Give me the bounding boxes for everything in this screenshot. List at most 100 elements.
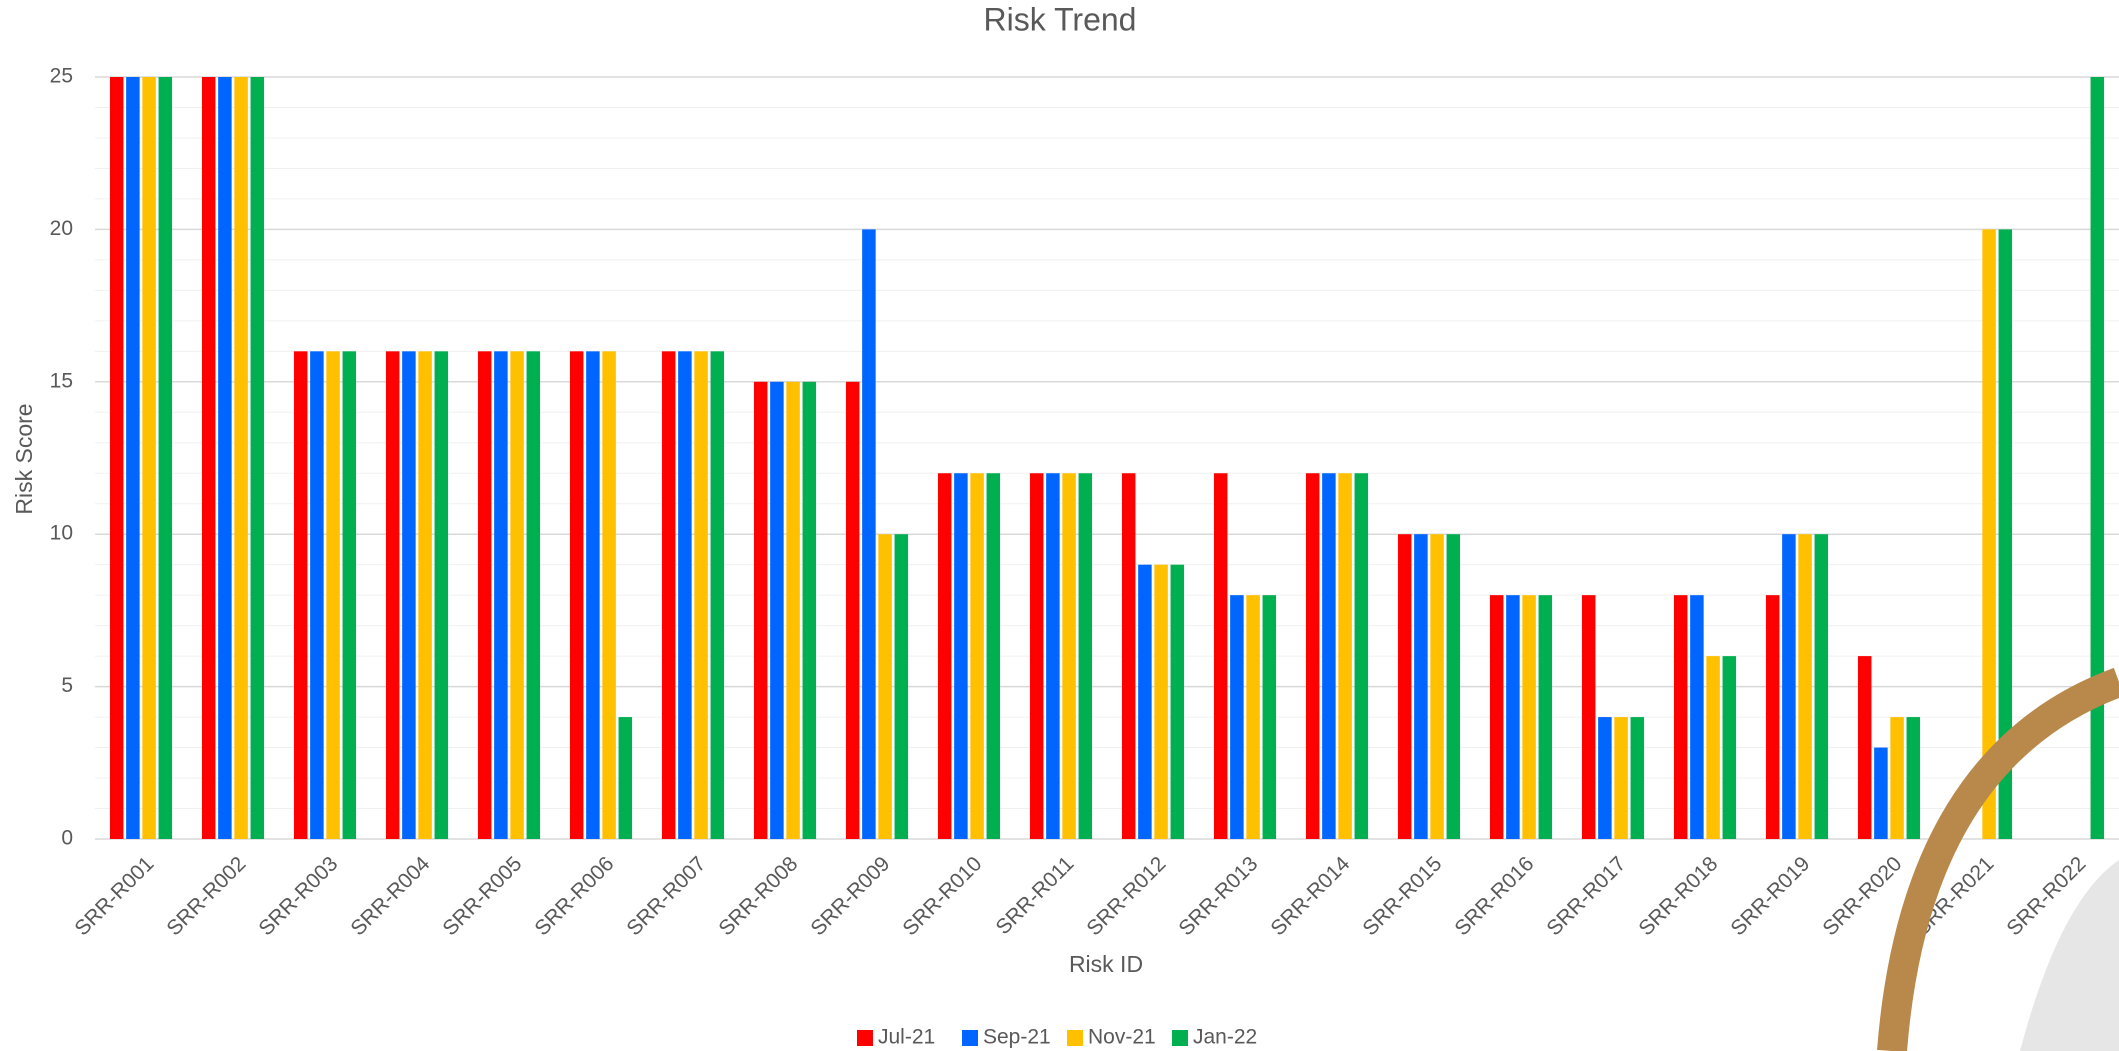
y-tick-label: 5 — [61, 674, 73, 697]
bar — [1170, 564, 1185, 839]
bar — [158, 77, 173, 839]
bar — [802, 381, 817, 839]
x-tick-label: SRR-R010 — [898, 852, 986, 940]
bar — [1614, 717, 1628, 839]
bar — [786, 381, 800, 839]
bar — [1338, 473, 1352, 839]
bar — [678, 351, 692, 839]
legend-swatch — [962, 1030, 978, 1046]
bar — [434, 351, 449, 839]
bar — [250, 77, 265, 839]
bar — [1230, 595, 1244, 839]
bar — [1798, 534, 1812, 839]
x-tick-label: SRR-R012 — [1082, 852, 1170, 940]
bar — [569, 351, 584, 839]
bar — [1029, 473, 1044, 839]
y-tick-label: 25 — [50, 65, 73, 88]
bar — [862, 229, 876, 839]
bar — [2090, 77, 2105, 839]
bar — [1305, 473, 1320, 839]
bar — [385, 351, 400, 839]
x-tick-label: SRR-R015 — [1358, 852, 1446, 940]
bar — [1706, 656, 1720, 839]
bar — [293, 351, 308, 839]
x-tick-label: SRR-R001 — [70, 852, 158, 940]
legend-label: Jul-21 — [878, 1026, 935, 1049]
x-tick-label: SRR-R004 — [346, 852, 434, 940]
bar — [1078, 473, 1093, 839]
bar — [1782, 534, 1796, 839]
bar — [402, 351, 416, 839]
bar — [1262, 595, 1277, 839]
bar — [142, 77, 156, 839]
bar — [1154, 564, 1168, 839]
x-tick-label: SRR-R009 — [806, 852, 894, 940]
bar — [1121, 473, 1136, 839]
y-axis-title: Risk Score — [11, 403, 37, 514]
legend-label: Sep-21 — [983, 1026, 1051, 1049]
bar — [1857, 656, 1872, 839]
legend-label: Jan-22 — [1193, 1026, 1257, 1049]
bar — [218, 77, 232, 839]
bar — [1430, 534, 1444, 839]
bar — [1138, 564, 1152, 839]
bar — [494, 351, 508, 839]
bar — [1046, 473, 1060, 839]
bar — [1722, 656, 1737, 839]
bar — [1446, 534, 1461, 839]
x-tick-label: SRR-R014 — [1266, 852, 1354, 940]
x-tick-label: SRR-R003 — [254, 852, 342, 940]
x-axis-title: Risk ID — [1069, 951, 1143, 977]
bar — [1765, 595, 1780, 839]
bar — [753, 381, 768, 839]
bar — [694, 351, 708, 839]
x-tick-label: SRR-R017 — [1542, 852, 1630, 940]
x-tick-label: SRR-R018 — [1634, 852, 1722, 940]
x-tick-label: SRR-R020 — [1818, 852, 1906, 940]
bar — [1906, 717, 1921, 839]
bar — [310, 351, 324, 839]
bar — [510, 351, 524, 839]
y-tick-label: 0 — [61, 827, 73, 850]
x-tick-label: SRR-R013 — [1174, 852, 1262, 940]
legend-label: Nov-21 — [1088, 1026, 1156, 1049]
bar — [602, 351, 616, 839]
bar — [1506, 595, 1520, 839]
bar — [586, 351, 600, 839]
bar — [1246, 595, 1260, 839]
x-tick-label: SRR-R019 — [1726, 852, 1814, 940]
bar — [477, 351, 492, 839]
bar — [1397, 534, 1412, 839]
legend-swatch — [857, 1030, 873, 1046]
bar — [1489, 595, 1504, 839]
y-tick-label: 20 — [50, 217, 73, 240]
x-tick-label: SRR-R008 — [714, 852, 802, 940]
bar — [1598, 717, 1612, 839]
x-tick-label: SRR-R005 — [438, 852, 526, 940]
bar — [1322, 473, 1336, 839]
bar — [845, 381, 860, 839]
bar — [710, 351, 725, 839]
bar — [1998, 229, 2013, 839]
legend-swatch — [1172, 1030, 1188, 1046]
x-tick-label: SRR-R011 — [991, 852, 1078, 939]
bar — [986, 473, 1001, 839]
bar — [770, 381, 784, 839]
chart-title: Risk Trend — [984, 1, 1137, 37]
bar — [1874, 747, 1888, 839]
legend-swatch — [1067, 1030, 1083, 1046]
bar — [326, 351, 340, 839]
bar — [526, 351, 541, 839]
bar — [894, 534, 909, 839]
legend: Jul-21 Sep-21 Nov-21 Jan-22 — [857, 1026, 1257, 1049]
decoration — [1877, 667, 2119, 1051]
bar — [970, 473, 984, 839]
bar — [342, 351, 357, 839]
bar — [1690, 595, 1704, 839]
bar — [1354, 473, 1369, 839]
bar — [1814, 534, 1829, 839]
bar — [418, 351, 432, 839]
bar — [126, 77, 140, 839]
